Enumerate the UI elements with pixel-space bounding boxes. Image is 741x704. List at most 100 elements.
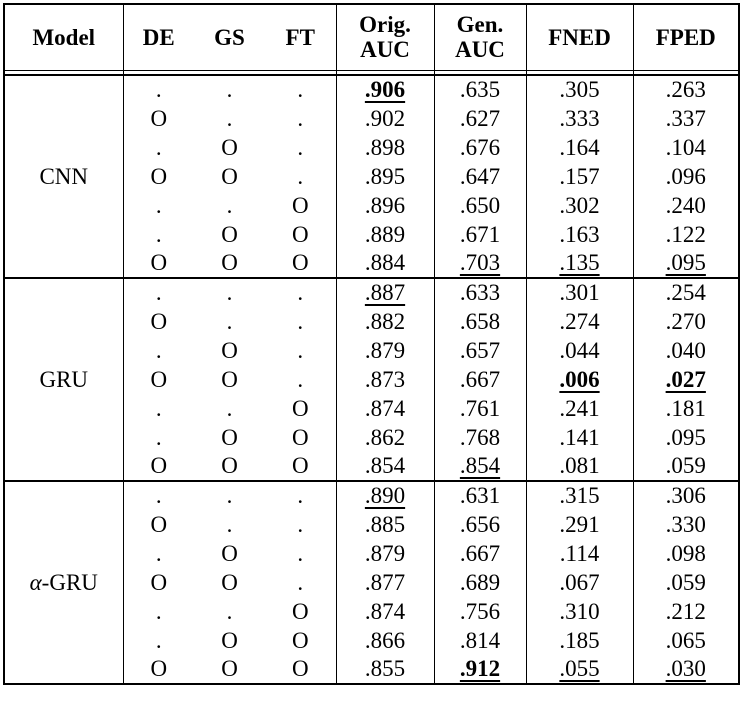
value-cell-gen-auc: .650 [433, 191, 526, 220]
value-cell-orig-auc: .874 [335, 597, 434, 626]
metric-value: .006 [559, 366, 600, 392]
value-cell-gen-auc: .756 [433, 597, 526, 626]
gap-cell [194, 70, 265, 76]
metric-value: .885 [364, 511, 406, 537]
metric-value: .912 [459, 656, 501, 682]
column-header-gs: GS [194, 4, 265, 71]
table-row: O O O .854 .854 .081 .059 [4, 452, 739, 481]
flag-cell-ft: . [297, 105, 304, 131]
metric-value: .055 [559, 656, 600, 682]
flag-cell-gs: . [226, 598, 233, 624]
metric-value: .874 [364, 395, 406, 421]
value-cell-fped: .104 [632, 133, 739, 162]
metric-value: .212 [665, 598, 706, 624]
gap-cell [433, 70, 526, 76]
metric-value: .181 [665, 395, 706, 421]
metric-value: .254 [665, 280, 706, 306]
metric-value: .882 [364, 308, 406, 334]
metric-value: .059 [665, 453, 706, 479]
metric-value: .141 [559, 424, 600, 450]
table-row: O O O .884 .703 .135 .095 [4, 249, 739, 278]
flag-cell-ft: O [291, 656, 309, 682]
value-cell-orig-auc: .879 [335, 539, 434, 568]
flag-cell-de: . [122, 480, 194, 510]
metric-value: .895 [364, 163, 406, 189]
value-cell-gen-auc: .667 [433, 365, 526, 394]
flag-cell-de: . [122, 423, 194, 452]
flag-cell-gs: O [221, 453, 238, 479]
metric-value: .633 [459, 280, 501, 306]
metric-value: .873 [364, 366, 406, 392]
metric-value: .631 [459, 483, 501, 509]
value-cell-fped: .027 [632, 365, 739, 394]
flag-cell-de: O [122, 510, 194, 539]
metric-value: .030 [665, 656, 706, 682]
metric-value: .274 [559, 308, 600, 334]
metric-value: .884 [364, 250, 406, 276]
metric-value: .095 [665, 424, 706, 450]
flag-cell-ft: . [297, 134, 304, 160]
flag-cell-gs: . [194, 277, 265, 307]
table-row: .. O .874 .756 .310 .212 [4, 597, 739, 626]
flag-cell-gs: O [221, 337, 238, 363]
metric-value: .337 [665, 105, 706, 131]
flag-cell-de: O [122, 365, 194, 394]
flag-cell-ft: O [291, 598, 309, 624]
flag-cell-de: O [122, 655, 194, 684]
metric-value: .104 [665, 134, 706, 160]
flag-cell-de: . [122, 74, 194, 104]
flag-cell-ft: . [265, 74, 336, 104]
table-row: O.. .882 .658 .274 .270 [4, 307, 739, 336]
metric-value: .650 [459, 192, 501, 218]
flag-cell-gs: O [221, 134, 238, 160]
flag-cell-ft: . [297, 163, 304, 189]
table-row: . O O .889 .671 .163 .122 [4, 220, 739, 249]
value-cell-fned: .305 [525, 74, 633, 104]
metric-value: .854 [459, 453, 501, 479]
value-cell-fned: .163 [525, 220, 633, 249]
metric-value: .879 [364, 337, 406, 363]
model-label: CNN [4, 74, 123, 278]
column-header-model: Model [4, 4, 123, 71]
model-label: α-GRU [4, 480, 123, 684]
metric-value: .635 [459, 77, 501, 103]
value-cell-fned: .055 [525, 655, 633, 684]
metric-value: .756 [459, 598, 501, 624]
table-header: Model DE GS FT Orig. AUC Gen. AUC FNED F… [4, 4, 739, 76]
flag-cell-gs: O [221, 221, 238, 247]
metric-value: .163 [559, 221, 600, 247]
value-cell-gen-auc: .676 [433, 133, 526, 162]
flag-cell-de: . [122, 191, 194, 220]
metric-value: .854 [364, 453, 406, 479]
value-cell-gen-auc: .703 [433, 249, 526, 278]
value-cell-gen-auc: .647 [433, 162, 526, 191]
flag-cell-gs: . [226, 105, 233, 131]
value-cell-orig-auc: .898 [335, 133, 434, 162]
value-cell-fped: .095 [632, 423, 739, 452]
value-cell-orig-auc: .882 [335, 307, 434, 336]
value-cell-orig-auc: .887 [335, 277, 434, 307]
value-cell-fped: .040 [632, 336, 739, 365]
flag-cell-de: O [122, 104, 194, 133]
metric-value: .095 [665, 250, 706, 276]
value-cell-orig-auc: .906 [335, 74, 434, 104]
metric-value: .305 [559, 77, 600, 103]
value-cell-fped: .330 [632, 510, 739, 539]
column-header-ft: FT [265, 4, 336, 71]
metric-value: .040 [665, 337, 706, 363]
header-row: Model DE GS FT Orig. AUC Gen. AUC FNED F… [4, 4, 739, 71]
table-row: α-GRU... .890 .631 .315 .306 [4, 480, 739, 684]
flag-cell-ft: O [291, 221, 309, 247]
value-cell-fned: .302 [525, 191, 633, 220]
value-cell-fned: .164 [525, 133, 633, 162]
flag-cell-gs: O [221, 366, 238, 392]
value-cell-gen-auc: .689 [433, 568, 526, 597]
flag-cell-ft: . [265, 480, 336, 510]
table-row: GRU... .887 .633 .301 .254 [4, 277, 739, 481]
value-cell-gen-auc: .633 [433, 277, 526, 307]
table-row: .. O .896 .650 .302 .240 [4, 191, 739, 220]
value-cell-fped: .212 [632, 597, 739, 626]
value-cell-fned: .291 [525, 510, 633, 539]
metric-value: .122 [665, 221, 706, 247]
table-row: .. O .874 .761 .241 .181 [4, 394, 739, 423]
